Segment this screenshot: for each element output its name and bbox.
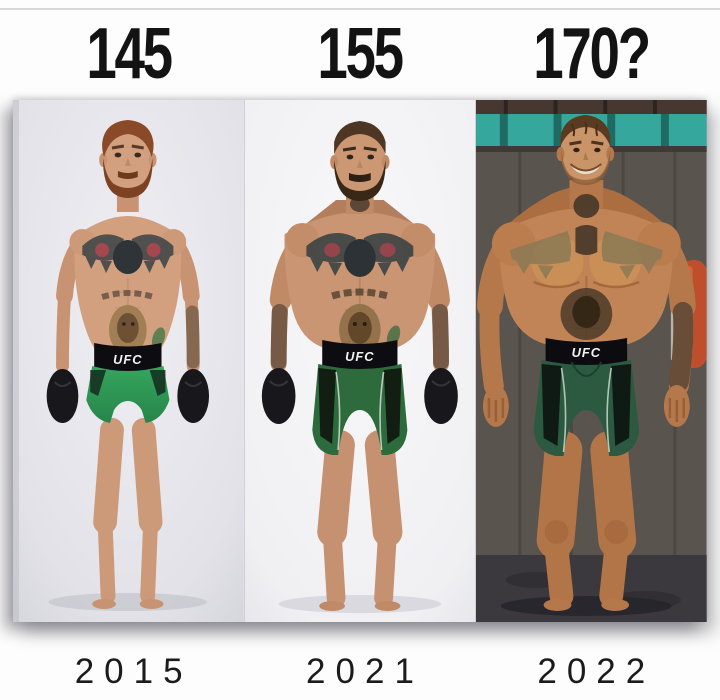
fighter-figure-2021: UFC	[244, 100, 476, 622]
year-labels-row: 2015 2021 2022	[13, 646, 707, 698]
year-label-2022: 2022	[537, 652, 656, 691]
year-cell-2015: 2015	[13, 652, 244, 692]
weight-label-170: 170?	[533, 14, 652, 94]
panel-divider	[475, 100, 477, 622]
weight-labels-row: 145 155 170?	[13, 12, 707, 96]
year-cell-2022: 2022	[476, 652, 707, 692]
weight-cell-2022: 170?	[476, 14, 707, 94]
weight-label-145: 145	[86, 14, 173, 94]
year-label-2015: 2015	[74, 652, 193, 691]
top-divider-line	[0, 8, 720, 10]
ufc-waistband-text-2022: UFC	[572, 345, 602, 360]
fighter-figure-2022: UFC	[476, 100, 708, 622]
year-label-2021: 2021	[306, 652, 424, 691]
photo-panel-2015: UFC	[13, 100, 244, 622]
fighter-figure-2015: UFC	[13, 100, 244, 622]
panel-divider	[243, 100, 245, 622]
photo-collage-card: UFC	[13, 100, 708, 622]
year-cell-2021: 2021	[244, 652, 475, 692]
photo-panel-2022: UFC	[476, 100, 708, 622]
weight-cell-2015: 145	[13, 14, 244, 94]
ufc-waistband-text-2015: UFC	[113, 352, 142, 367]
weight-label-155: 155	[317, 14, 405, 94]
photo-panel-2021: UFC	[244, 100, 476, 622]
weight-cell-2021: 155	[244, 14, 475, 94]
ufc-waistband-text-2021: UFC	[345, 349, 374, 364]
